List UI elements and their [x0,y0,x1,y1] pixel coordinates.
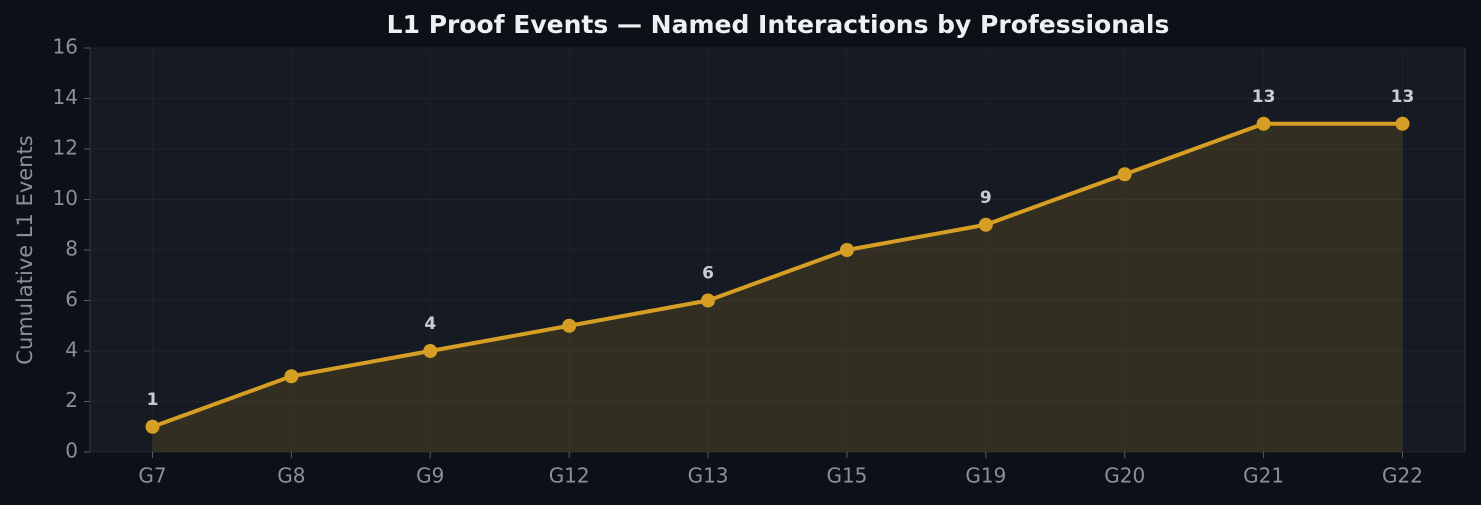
y-tick-label: 0 [65,439,78,463]
x-tick-label: G19 [965,464,1006,488]
point [145,419,160,434]
x-tick-label: G7 [138,464,166,488]
chart-title: L1 Proof Events — Named Interactions by … [387,10,1170,39]
line [151,121,1403,429]
x-tick-label: G22 [1382,464,1423,488]
data-label: 6 [702,264,714,284]
point [1256,116,1271,131]
y-tick-label: 4 [65,338,78,362]
x-tick-label: G13 [688,464,729,488]
point [562,318,577,333]
point [423,344,438,358]
x-tick-label: G15 [826,464,867,488]
x-tick-label: G20 [1104,464,1145,488]
y-tick-label: 14 [53,85,78,109]
x-tick-label: G8 [277,464,305,488]
data-label: 9 [980,188,992,208]
x-tick-label: G12 [549,464,590,488]
data-label: 1 [147,390,159,410]
y-tick-label: 12 [53,136,78,160]
point [1117,167,1132,182]
y-axis-label: Cumulative L1 Events [13,135,37,364]
y-tick-label: 8 [65,237,78,261]
point [284,369,299,384]
x-tick-label: G21 [1243,464,1284,488]
y-tick-label: 10 [53,186,78,210]
area [152,123,1403,452]
point [1395,116,1410,131]
point [701,293,716,308]
point [839,243,854,257]
point [978,217,993,232]
y-tick-label: 2 [65,388,78,412]
data-label: 13 [1391,87,1415,107]
data-label: 4 [424,314,436,334]
y-tick-label: 6 [65,287,78,311]
y-tick-label: 16 [53,35,78,59]
data-label: 13 [1252,87,1276,107]
x-tick-label: G9 [416,464,444,488]
